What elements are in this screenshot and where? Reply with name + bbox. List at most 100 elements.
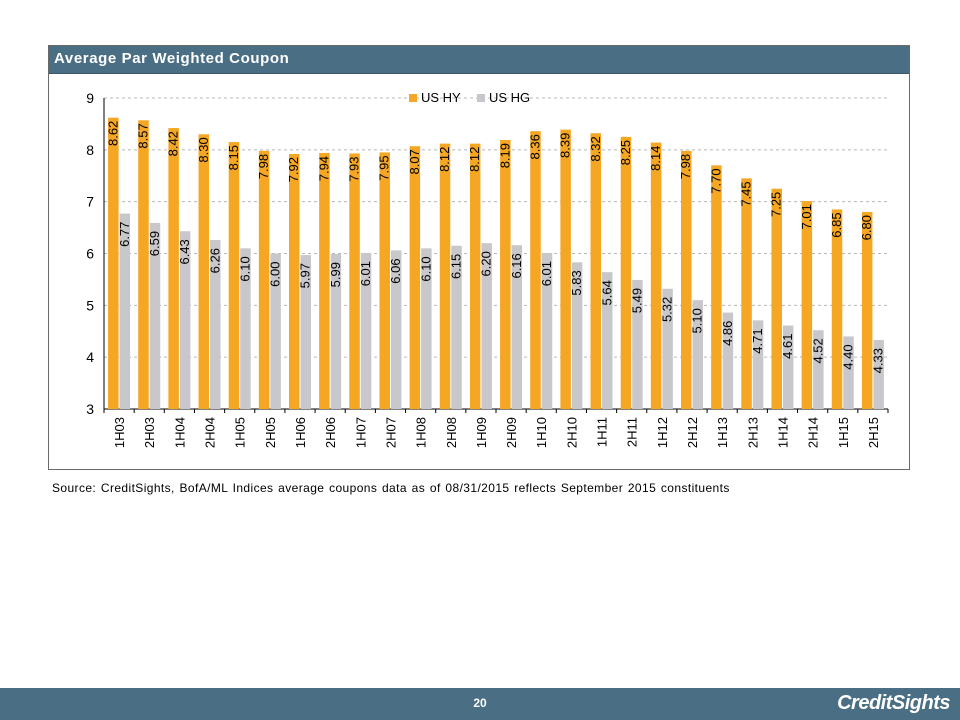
bar-us-hy — [379, 152, 390, 410]
data-label-us-hg: 6.06 — [388, 258, 403, 283]
x-tick-label: 2H13 — [745, 417, 760, 448]
legend-label-us-hy: US HY — [421, 90, 461, 105]
bar-us-hg — [421, 248, 432, 409]
x-tick-label: 2H03 — [142, 417, 157, 448]
data-label-us-hy: 8.25 — [618, 140, 633, 165]
bar-us-hy — [650, 142, 662, 409]
bar-us-hy — [771, 188, 782, 409]
bar-us-hg — [300, 255, 311, 409]
bar-us-hy — [198, 134, 210, 409]
data-label-us-hg: 5.99 — [328, 262, 343, 287]
data-label-us-hg: 4.40 — [841, 344, 856, 369]
y-tick-label: 3 — [86, 401, 94, 417]
data-label-us-hg: 4.86 — [720, 321, 735, 346]
data-label-us-hg: 6.16 — [509, 253, 524, 278]
data-label-us-hy: 8.15 — [226, 145, 241, 170]
bar-us-hg — [210, 240, 221, 409]
data-label-us-hy: 7.93 — [347, 156, 362, 181]
bar-us-hg — [481, 243, 492, 409]
bar-us-hy — [500, 139, 511, 410]
y-tick-label: 7 — [86, 194, 94, 210]
data-label-us-hy: 8.62 — [105, 121, 120, 146]
x-tick-label: 1H13 — [715, 417, 730, 448]
data-label-us-hg: 4.61 — [780, 334, 795, 359]
x-tick-label: 1H15 — [836, 417, 851, 448]
bar-us-hy — [711, 165, 722, 409]
x-tick-label: 2H14 — [806, 417, 821, 448]
data-label-us-hg: 6.00 — [268, 262, 283, 287]
bar-us-hg — [662, 288, 673, 409]
bar-us-hy — [741, 178, 752, 409]
bar-us-hg — [752, 320, 764, 409]
data-label-us-hy: 8.12 — [467, 147, 482, 172]
data-label-us-hg: 4.33 — [871, 348, 886, 373]
data-label-us-hy: 7.45 — [739, 181, 754, 206]
bar-us-hg — [360, 252, 372, 409]
bar-us-hy — [469, 143, 481, 409]
data-label-us-hy: 8.57 — [135, 123, 150, 148]
bar-us-hg — [843, 336, 854, 409]
chart-header: Average Par Weighted Coupon — [49, 46, 909, 74]
bar-us-hg — [722, 312, 734, 409]
y-tick-label: 9 — [86, 90, 94, 106]
legend-swatch-us-hg — [477, 94, 485, 102]
bar-us-hg — [813, 330, 824, 409]
bar-us-hy — [289, 153, 300, 409]
data-label-us-hg: 6.26 — [207, 248, 222, 273]
x-tick-label: 1H07 — [353, 417, 368, 448]
data-label-us-hg: 6.01 — [358, 261, 373, 286]
data-label-us-hy: 8.30 — [196, 137, 211, 162]
bar-us-hy — [349, 153, 360, 409]
bar-us-hy — [861, 212, 873, 409]
data-label-us-hy: 8.07 — [407, 149, 422, 174]
data-label-us-hg: 5.97 — [298, 263, 313, 288]
data-label-us-hy: 8.39 — [558, 133, 573, 158]
y-tick-label: 8 — [86, 142, 94, 158]
y-tick-label: 4 — [86, 349, 94, 365]
x-tick-label: 2H05 — [263, 417, 278, 448]
bar-us-hy — [319, 152, 330, 409]
data-label-us-hy: 6.80 — [859, 215, 874, 240]
x-tick-label: 1H11 — [595, 417, 610, 447]
x-tick-label: 2H15 — [866, 417, 881, 448]
y-tick-label: 6 — [86, 246, 94, 262]
bar-us-hy — [258, 150, 270, 409]
x-tick-label: 2H07 — [383, 417, 398, 448]
bar-us-hy — [620, 136, 632, 409]
x-tick-label: 1H06 — [293, 417, 308, 448]
data-label-us-hy: 7.92 — [286, 157, 301, 182]
data-label-us-hg: 5.32 — [660, 297, 675, 322]
data-label-us-hy: 7.25 — [769, 192, 784, 217]
x-tick-label: 2H10 — [564, 417, 579, 448]
x-tick-label: 2H08 — [444, 417, 459, 448]
data-label-us-hy: 6.85 — [829, 212, 844, 237]
y-tick-label: 5 — [86, 297, 94, 313]
bar-us-hy — [138, 120, 149, 409]
data-label-us-hg: 5.10 — [690, 308, 705, 333]
bar-us-hy — [530, 131, 541, 409]
data-label-us-hy: 8.36 — [527, 134, 542, 159]
data-label-us-hy: 8.14 — [648, 146, 663, 171]
x-tick-label: 2H12 — [685, 417, 700, 448]
legend-swatch-us-hy — [409, 94, 417, 102]
x-tick-label: 1H12 — [655, 417, 670, 448]
data-label-us-hg: 6.10 — [418, 256, 433, 281]
bar-us-hy — [108, 117, 119, 410]
x-tick-label: 1H14 — [775, 417, 790, 448]
bar-us-hy — [560, 129, 571, 409]
data-label-us-hg: 6.01 — [539, 261, 554, 286]
bar-us-hy — [439, 143, 451, 409]
data-label-us-hg: 6.59 — [147, 231, 162, 256]
bar-us-hg — [119, 213, 131, 409]
bar-us-hg — [511, 245, 523, 409]
x-tick-label: 2H09 — [504, 417, 519, 448]
data-label-us-hg: 6.10 — [237, 256, 252, 281]
data-label-us-hy: 7.94 — [316, 156, 331, 181]
data-label-us-hy: 8.32 — [588, 136, 603, 161]
bar-us-hg — [602, 272, 613, 409]
bar-us-hg — [270, 253, 281, 409]
bar-us-hg — [240, 248, 251, 409]
legend-label-us-hg: US HG — [489, 90, 530, 105]
bar-us-hg — [632, 279, 643, 409]
data-label-us-hg: 4.71 — [750, 328, 765, 353]
